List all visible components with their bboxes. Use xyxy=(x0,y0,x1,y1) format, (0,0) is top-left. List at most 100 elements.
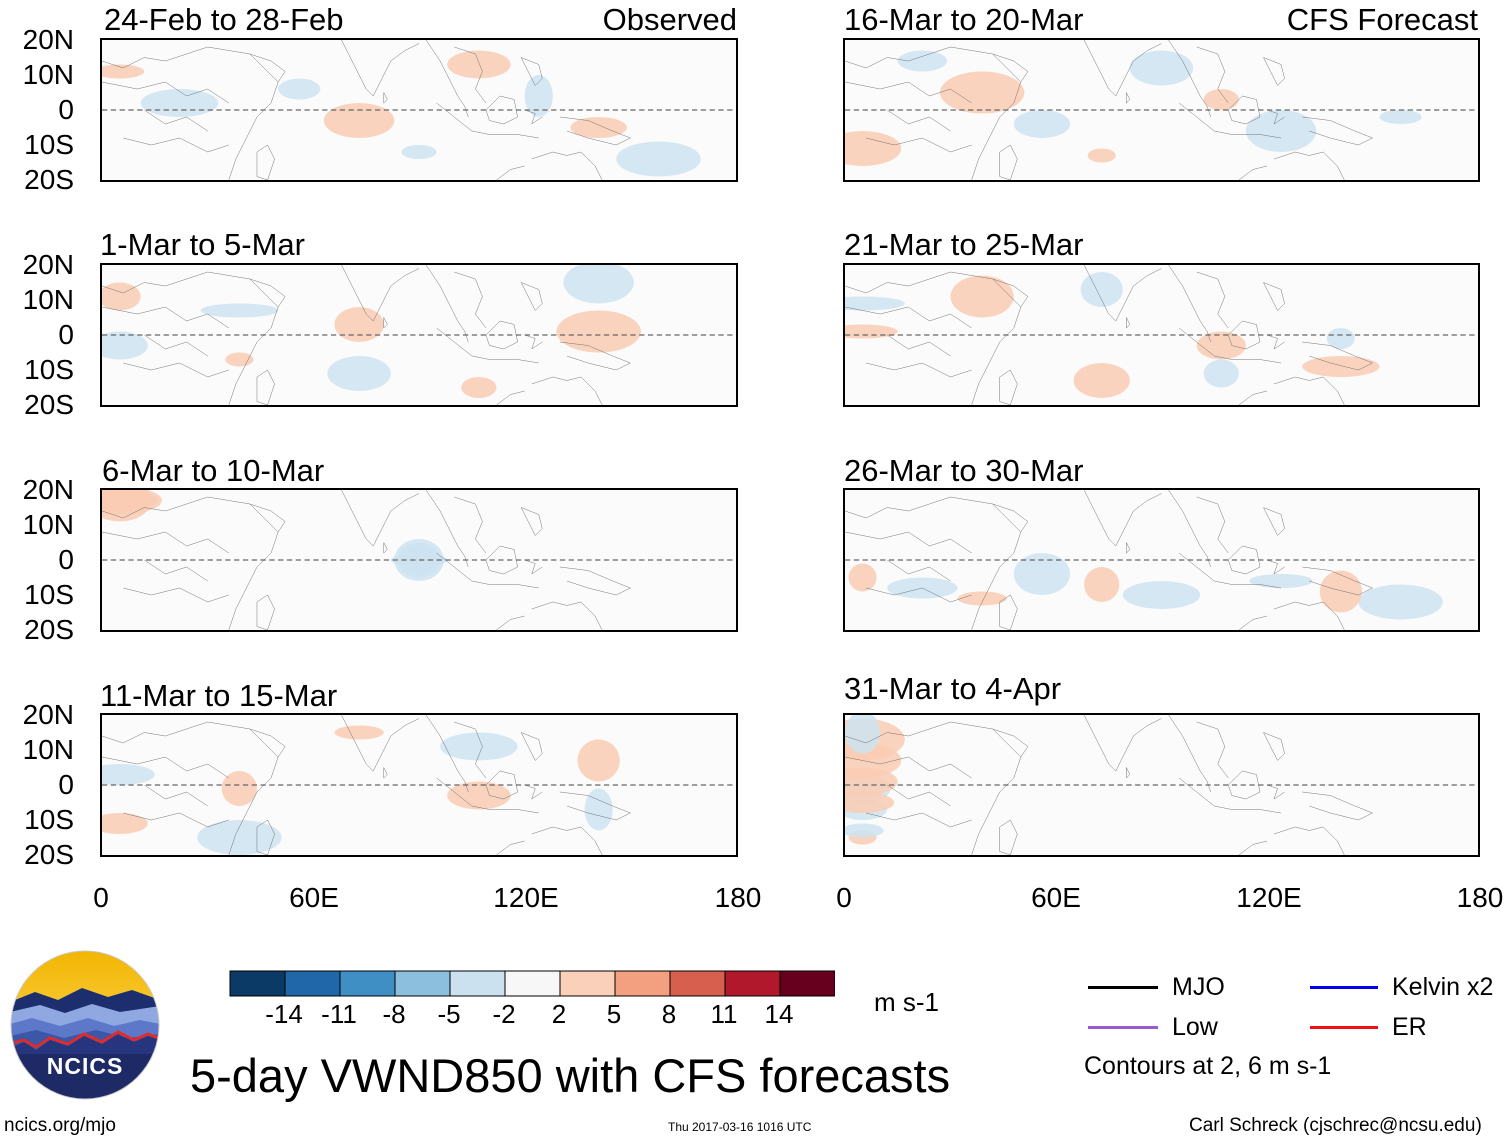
colorbar-swatch xyxy=(229,970,286,997)
coastline xyxy=(1000,370,1018,405)
lat-tick: 10N xyxy=(22,509,74,540)
footer-author: Carl Schreck (cjschrec@ncsu.edu) xyxy=(1189,1115,1482,1136)
coastline xyxy=(521,58,542,86)
coastline xyxy=(525,110,631,145)
lat-tick: 20S xyxy=(24,839,74,870)
coastline xyxy=(525,785,631,820)
right-panel-title-3: 26-Mar to 30-Mar xyxy=(844,453,1084,488)
colorbar-swatch xyxy=(504,970,561,997)
map-drawing xyxy=(845,40,1478,180)
lon-tick: 0 xyxy=(93,882,109,913)
coastline xyxy=(342,715,419,771)
lat-tick: 0 xyxy=(58,94,74,125)
anomaly-shading xyxy=(102,490,152,522)
right-panel-title-2: 21-Mar to 25-Mar xyxy=(844,227,1084,262)
colorbar-units: m s-1 xyxy=(874,987,939,1017)
legend-line-mjo xyxy=(1088,986,1158,989)
anomaly-shading xyxy=(1196,331,1246,360)
coastline xyxy=(426,265,486,342)
coastline xyxy=(1228,771,1260,799)
anomaly-shading xyxy=(1129,50,1194,86)
coastline xyxy=(250,279,285,307)
coastline xyxy=(437,103,539,138)
coastline xyxy=(1179,328,1281,363)
colorbar-tick-label: 5 xyxy=(606,999,622,1029)
lat-tick: 10S xyxy=(24,129,74,160)
anomaly-shading xyxy=(102,764,155,785)
legend-label-mjo: MJO xyxy=(1172,973,1225,1001)
anomaly-shading xyxy=(845,324,898,339)
coastline xyxy=(342,265,419,321)
anomaly-shading xyxy=(556,310,641,353)
anomaly-shading xyxy=(897,50,947,72)
colorbar-swatch xyxy=(614,970,671,997)
anomaly-shading xyxy=(197,820,282,855)
coastline xyxy=(1267,110,1373,145)
coastline xyxy=(845,757,972,827)
left-map-4 xyxy=(100,713,738,857)
left-map-3 xyxy=(100,488,738,632)
left-panel-title-2: 1-Mar to 5-Mar xyxy=(100,227,305,262)
coastline xyxy=(102,307,229,377)
anomaly-shading xyxy=(1087,148,1116,163)
coastline xyxy=(426,40,486,117)
coastline xyxy=(1239,377,1345,405)
coastline xyxy=(486,321,518,349)
anomaly-shading xyxy=(939,71,1025,114)
map-drawing xyxy=(102,715,736,855)
lon-tick: 0 xyxy=(836,882,852,913)
coastline xyxy=(1239,602,1345,630)
lat-tick: 10S xyxy=(24,579,74,610)
coastline xyxy=(993,279,1028,307)
legend-label-kelvin: Kelvin x2 xyxy=(1392,973,1494,1001)
colorbar-tick-label: 14 xyxy=(764,999,794,1029)
map-drawing xyxy=(102,265,736,405)
anomaly-shading xyxy=(577,739,620,782)
coastline xyxy=(1228,546,1260,574)
coastline xyxy=(1267,335,1373,370)
footer-url[interactable]: ncics.org/mjo xyxy=(4,1115,116,1136)
anomaly-shading xyxy=(848,563,877,592)
colorbar-tick-label: 8 xyxy=(661,999,677,1029)
colorbar-tick-label: 2 xyxy=(551,999,567,1029)
anomaly-shading xyxy=(102,813,148,834)
coastline xyxy=(496,152,602,180)
legend-line-kelvin xyxy=(1310,986,1378,989)
coastline xyxy=(384,768,388,779)
lon-tick: 120E xyxy=(1236,882,1302,913)
colorbar-swatch xyxy=(779,970,836,997)
anomaly-shading xyxy=(845,131,902,166)
colorbar-swatch xyxy=(559,970,616,997)
coastline xyxy=(102,757,229,827)
map-drawing xyxy=(845,490,1478,630)
legend-label-low: Low xyxy=(1172,1013,1218,1041)
coastline xyxy=(486,96,518,124)
lat-tick: 20S xyxy=(24,614,74,645)
coastline xyxy=(1228,96,1260,124)
anomaly-shading xyxy=(440,732,518,761)
coastline xyxy=(1084,40,1161,96)
lon-tick: 180 xyxy=(1456,882,1504,913)
colorbar-swatch xyxy=(284,970,341,997)
colorbar-tick-label: -2 xyxy=(492,999,516,1029)
anomaly-shading xyxy=(334,307,384,342)
anomaly-shading xyxy=(447,50,511,79)
anomaly-shading xyxy=(447,781,511,810)
legend-line-low xyxy=(1088,1026,1158,1029)
coastline xyxy=(102,532,229,602)
lat-tick: 10N xyxy=(22,734,74,765)
coastline xyxy=(496,602,602,630)
coastline xyxy=(257,370,275,405)
coastline xyxy=(1084,715,1161,771)
coastline xyxy=(1263,283,1284,311)
colorbar-swatch xyxy=(724,970,781,997)
anomaly-shading xyxy=(221,771,257,806)
coastline xyxy=(250,729,285,757)
anomaly-shading xyxy=(524,75,553,117)
coastline xyxy=(1267,560,1373,595)
coastline xyxy=(993,54,1028,82)
lon-tick: 180 xyxy=(714,882,762,913)
anomaly-shading xyxy=(570,117,627,138)
coastline xyxy=(1169,490,1229,567)
anomaly-shading xyxy=(1249,574,1313,588)
